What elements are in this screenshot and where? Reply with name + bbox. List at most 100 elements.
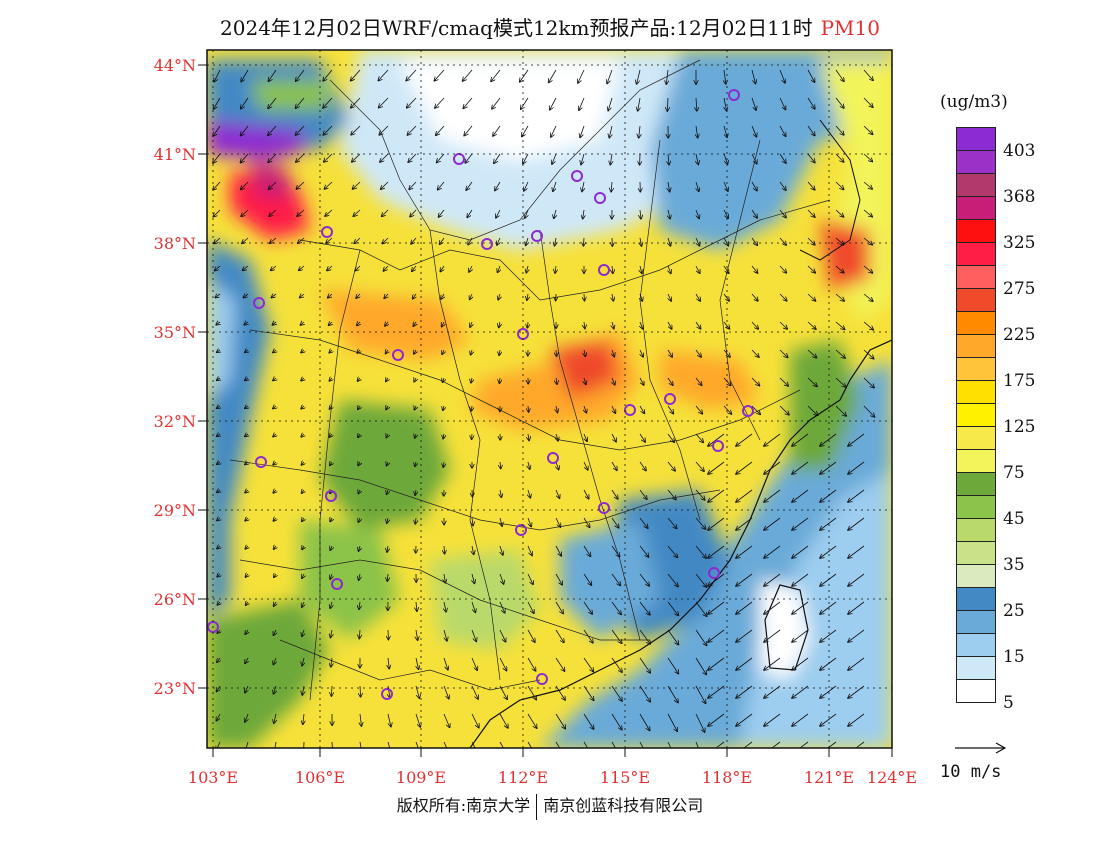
wind-arrow [300,294,305,298]
wind-arrow [835,69,844,81]
wind-arrow [468,237,473,245]
wind-arrow [723,265,729,273]
wind-arrow [583,629,593,643]
wind-arrow [764,713,781,726]
legend-swatch [956,174,996,197]
wind-arrow [639,405,644,413]
wind-arrow [302,546,304,549]
wind-arrow [835,209,844,217]
wind-arrow [807,153,815,163]
wind-arrow [413,293,416,299]
legend-label: 325 [1003,233,1036,253]
wind-arrow [751,181,757,191]
wind-arrow [736,461,753,474]
wind-arrow [471,685,478,699]
wind-arrow [723,293,729,301]
wind-arrow [583,685,594,700]
wind-arrow [799,741,809,748]
wind-arrow [835,181,844,189]
wind-arrow [715,741,725,748]
wind-arrow [527,629,535,642]
wind-arrow [470,321,472,327]
wind-arrow [298,237,305,243]
wind-arrow [465,153,473,163]
wind-arrow [668,237,671,246]
lat-label-23: 23°N [153,679,196,698]
wind-arrow [751,265,758,273]
wind-arrow [330,546,332,550]
wind-arrow [439,209,445,217]
wind-arrow [736,517,753,530]
lon-label-103: 103°E [187,768,239,787]
wind-arrow [863,377,874,388]
wind-arrow [668,209,670,219]
wind-arrow [751,349,759,357]
city-marker [255,456,267,468]
wind-arrow [640,321,643,329]
wind-arrow [499,601,505,613]
legend-swatch [956,381,996,404]
wind-arrow [464,125,473,136]
legend-label: 75 [1003,463,1025,483]
variable-name: PM10 [820,16,880,40]
wind-arrow [553,181,557,191]
wind-arrow [268,125,277,135]
wind-arrow [779,181,786,190]
wind-arrow [667,405,673,414]
wind-arrow [724,69,726,84]
wind-arrow [792,517,809,530]
wind-arrow [271,294,277,298]
wind-arrow [217,685,221,692]
wind-arrow [440,237,445,244]
wind-arrow [383,237,389,244]
legend-swatch [956,151,996,174]
wind-arrow [416,629,418,640]
province-boundaries [229,59,831,701]
wind-arrow [527,685,536,700]
wind-arrow [443,406,444,410]
wind-arrow [863,265,873,273]
wind-arrow [214,97,221,109]
wind-arrow [708,433,725,446]
wind-arrow [443,461,444,467]
legend-swatch [956,335,996,358]
wind-arrow [382,209,389,216]
wind-arrow [835,377,846,387]
wind-arrow [556,377,557,384]
wind-arrow [245,490,248,493]
wind-arrow [358,406,360,409]
wind-arrow [555,601,563,614]
wind-arrow [324,153,333,162]
wind-arrow [379,125,389,135]
wind-arrow [245,518,248,521]
wind-arrow [499,741,504,748]
wind-arrow [500,461,501,469]
wind-arrow [835,293,844,301]
wind-arrow [668,181,670,192]
wind-arrow [611,517,619,528]
wind-arrow [555,741,561,748]
city-marker [331,578,343,590]
legend-swatch [956,127,996,151]
wind-arrow [556,433,558,441]
wind-arrow [639,517,648,528]
wind-arrow [584,405,586,413]
wind-arrow [764,461,781,474]
legend-swatch [956,243,996,266]
wind-arrow [471,629,476,641]
wind-arrow [695,461,704,471]
wind-arrow [296,125,305,135]
wind-arrow [820,601,837,614]
wind-arrow [708,545,725,558]
wind-arrow [611,489,618,499]
wind-arrow [414,378,416,382]
wind-arrow [555,713,565,729]
wind-arrow [607,69,613,84]
wind-arrow [820,573,837,586]
wind-arrow [241,209,249,216]
city-marker [598,264,610,276]
wind-arrow [779,349,788,357]
wind-arrow [807,293,816,301]
wind-arrow [820,517,837,530]
wind-arrow [500,377,501,383]
